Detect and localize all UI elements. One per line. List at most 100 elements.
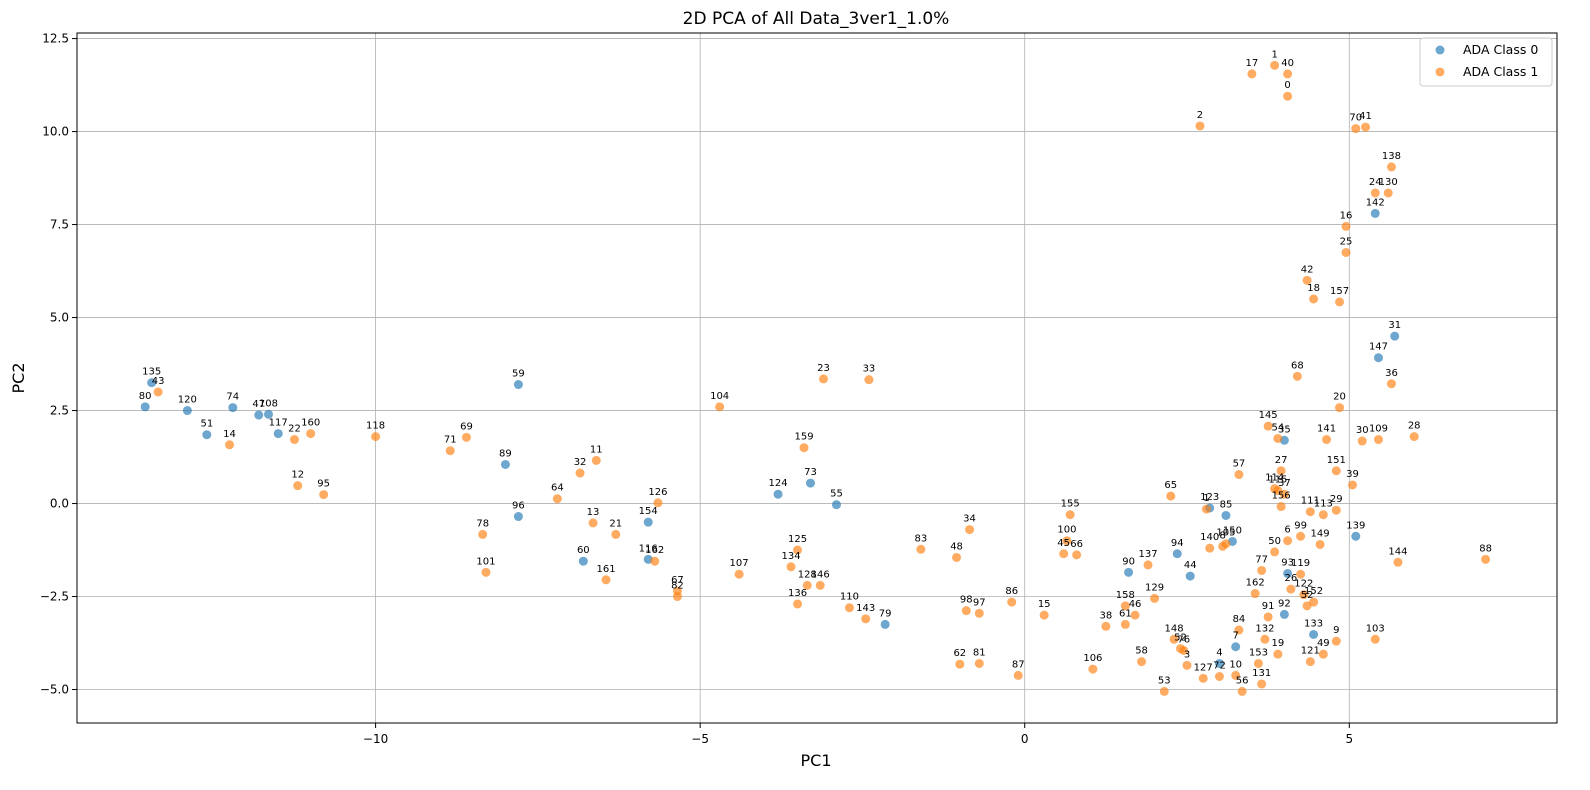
y-tick-label: −5.0 — [40, 683, 69, 697]
point-label: 84 — [1233, 614, 1246, 625]
data-point-series-1 — [1250, 589, 1260, 599]
data-point-series-1 — [1283, 91, 1293, 101]
legend: ADA Class 0 ADA Class 1 — [1419, 37, 1553, 87]
x-tick-label: 0 — [1021, 732, 1029, 746]
point-label: 3 — [1184, 649, 1190, 660]
data-point-series-1 — [293, 481, 303, 491]
data-point-series-0 — [147, 378, 157, 388]
data-point-series-0 — [1390, 331, 1400, 341]
data-point-series-0 — [831, 500, 841, 510]
point-label: 49 — [1317, 638, 1330, 649]
point-label: 139 — [1346, 520, 1365, 531]
data-point-series-1 — [1253, 658, 1263, 668]
data-point-series-1 — [1315, 539, 1325, 549]
axis-ticks: −10 −5 0 5 −5.0 −2.5 0.0 2.5 5.0 7.5 10.0 12.5 — [40, 32, 1353, 746]
y-tick-label: 12.5 — [42, 32, 69, 46]
data-point-series-1 — [1383, 188, 1393, 198]
point-label: 154 — [639, 506, 658, 517]
data-point-series-1 — [461, 432, 471, 442]
point-label: 54 — [1272, 422, 1285, 433]
point-label: 135 — [142, 367, 161, 378]
point-label: 61 — [1119, 608, 1132, 619]
x-tick-label: −10 — [363, 732, 388, 746]
data-point-series-1 — [1205, 543, 1215, 553]
point-label: 92 — [1278, 598, 1291, 609]
point-label: 4 — [1216, 647, 1222, 658]
point-label: 35 — [1278, 424, 1291, 435]
point-label: 32 — [574, 457, 587, 468]
data-point-series-1 — [1263, 421, 1273, 431]
point-label: 23 — [817, 363, 830, 374]
data-point-series-1 — [1292, 371, 1302, 381]
legend-entry: ADA Class 1 — [1463, 64, 1538, 79]
point-label: 142 — [1366, 197, 1385, 208]
data-point-series-0 — [1231, 642, 1241, 652]
data-point-series-1 — [715, 402, 725, 412]
point-label: 150 — [1223, 525, 1242, 536]
data-point-series-1 — [1318, 510, 1328, 520]
point-label: 44 — [1184, 560, 1197, 571]
data-point-series-1 — [974, 658, 984, 668]
data-point-series-1 — [1370, 188, 1380, 198]
point-label: 155 — [1061, 499, 1080, 510]
point-label: 10 — [1229, 659, 1242, 670]
point-label: 158 — [1116, 590, 1135, 601]
point-label: 131 — [1252, 668, 1271, 679]
data-point-series-0 — [182, 406, 192, 416]
data-point-series-1 — [1331, 466, 1341, 476]
point-label: 95 — [317, 479, 330, 490]
data-point-series-1 — [650, 556, 660, 566]
data-point-series-1 — [1341, 247, 1351, 257]
data-point-series-1 — [1348, 480, 1358, 490]
point-label: 30 — [1356, 425, 1369, 436]
data-point-series-1 — [1218, 541, 1228, 551]
point-label: 116 — [639, 543, 658, 554]
point-label: 41 — [1359, 111, 1372, 122]
point-label: 137 — [1139, 549, 1158, 560]
data-point-series-1 — [1341, 221, 1351, 231]
data-point-series-1 — [1357, 436, 1367, 446]
data-point-series-1 — [1335, 403, 1345, 413]
point-label: 16 — [1340, 210, 1353, 221]
point-label: 110 — [840, 592, 859, 603]
data-point-series-1 — [1296, 531, 1306, 541]
legend-entry: ADA Class 0 — [1463, 42, 1538, 57]
point-label: 147 — [1369, 342, 1388, 353]
data-point-series-1 — [1276, 502, 1286, 512]
data-point-series-1 — [1120, 601, 1130, 611]
point-label: 91 — [1262, 601, 1275, 612]
data-point-series-1 — [1120, 619, 1130, 629]
data-point-series-1 — [1335, 297, 1345, 307]
data-point-series-1 — [844, 603, 854, 613]
point-label: 28 — [1408, 421, 1421, 432]
point-label: 47 — [252, 399, 265, 410]
data-point-series-1 — [1361, 122, 1371, 132]
point-label: 52 — [1174, 633, 1187, 644]
point-label: 13 — [587, 507, 600, 518]
data-point-series-0 — [228, 403, 238, 413]
point-label: 132 — [1255, 623, 1274, 634]
data-point-series-1 — [1062, 536, 1072, 546]
data-point-series-1 — [1130, 610, 1140, 620]
point-label: 66 — [1070, 539, 1083, 550]
point-label: 140 — [1200, 532, 1219, 543]
data-point-series-0 — [202, 430, 212, 440]
data-point-series-1 — [591, 455, 601, 465]
point-label: 12 — [291, 470, 304, 481]
data-point-series-1 — [1276, 466, 1286, 476]
data-point-series-1 — [1166, 491, 1176, 501]
point-label: 68 — [1291, 360, 1304, 371]
data-point-series-1 — [1231, 670, 1241, 680]
data-point-series-1 — [793, 599, 803, 609]
point-label: 101 — [476, 556, 495, 567]
point-label: 127 — [1194, 662, 1213, 673]
point-label: 148 — [1164, 623, 1183, 634]
data-point-series-1 — [289, 435, 299, 445]
data-point-series-1 — [799, 443, 809, 453]
point-label: 21 — [609, 518, 622, 529]
data-point-series-1 — [1013, 670, 1023, 680]
point-label: 1 — [1271, 49, 1277, 60]
data-point-series-1 — [1481, 554, 1491, 564]
point-label: 15 — [1038, 599, 1051, 610]
